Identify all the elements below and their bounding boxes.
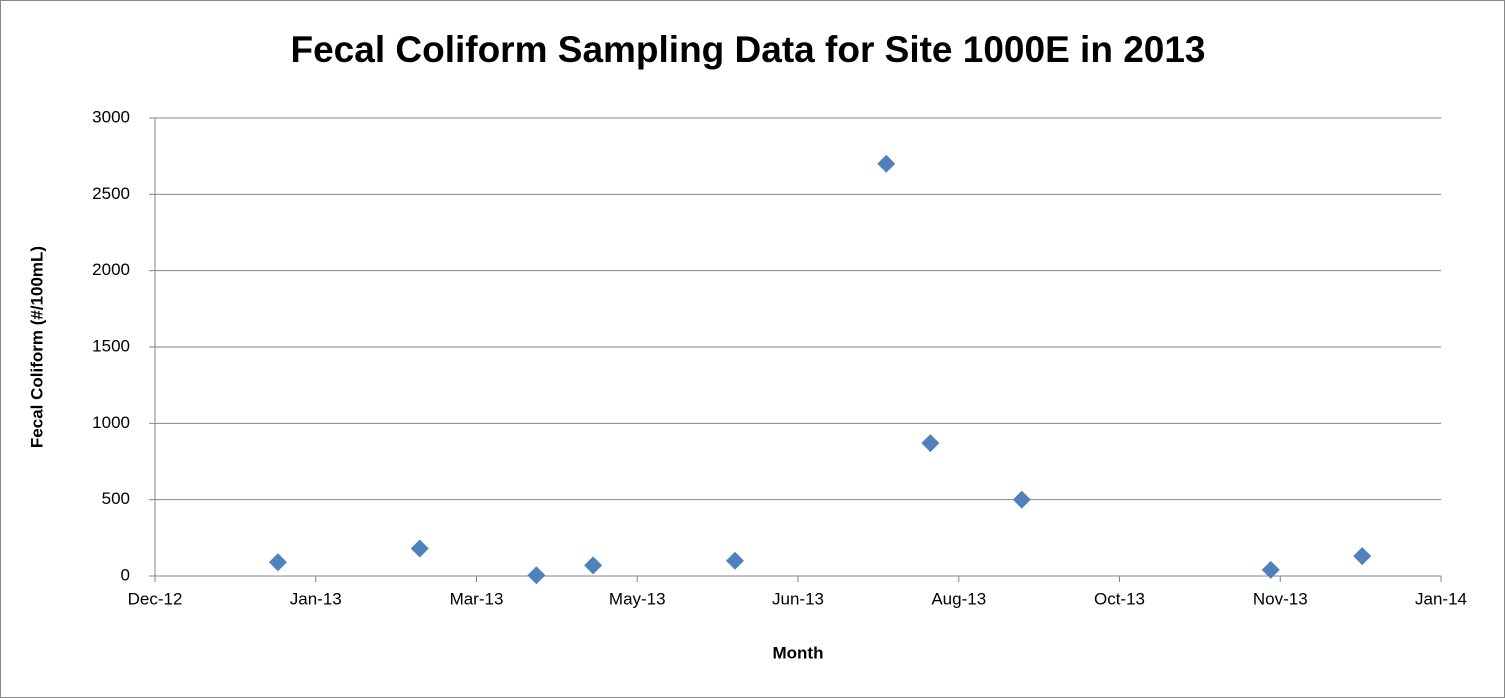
x-axis-label: Month: [773, 643, 824, 662]
x-tick-label: Mar-13: [450, 589, 504, 608]
x-tick-label: May-13: [609, 589, 666, 608]
data-point: [725, 551, 744, 570]
data-point: [921, 434, 940, 453]
data-point: [877, 154, 896, 173]
data-point: [1012, 490, 1031, 509]
y-tick-label: 500: [102, 489, 130, 508]
y-tick-label: 0: [121, 565, 130, 584]
chart-title: Fecal Coliform Sampling Data for Site 10…: [290, 29, 1205, 70]
data-point: [268, 553, 287, 572]
y-tick-label: 2000: [92, 260, 130, 279]
x-tick-label: Nov-13: [1253, 589, 1308, 608]
x-tick-label: Oct-13: [1094, 589, 1145, 608]
x-tick-label: Aug-13: [931, 589, 986, 608]
data-point: [410, 539, 429, 558]
data-point: [1261, 560, 1280, 579]
x-tick-label: Jan-13: [290, 589, 342, 608]
data-point: [584, 556, 603, 575]
y-tick-label: 3000: [92, 107, 130, 126]
y-tick-label: 1000: [92, 413, 130, 432]
data-point: [1353, 547, 1372, 566]
x-tick-label: Jan-14: [1415, 589, 1467, 608]
y-tick-label: 1500: [92, 336, 130, 355]
y-axis-label: Fecal Coliform (#/100mL): [27, 246, 46, 448]
x-tick-label: Jun-13: [772, 589, 824, 608]
y-tick-label: 2500: [92, 184, 130, 203]
data-point: [527, 566, 546, 585]
x-tick-label: Dec-12: [128, 589, 183, 608]
